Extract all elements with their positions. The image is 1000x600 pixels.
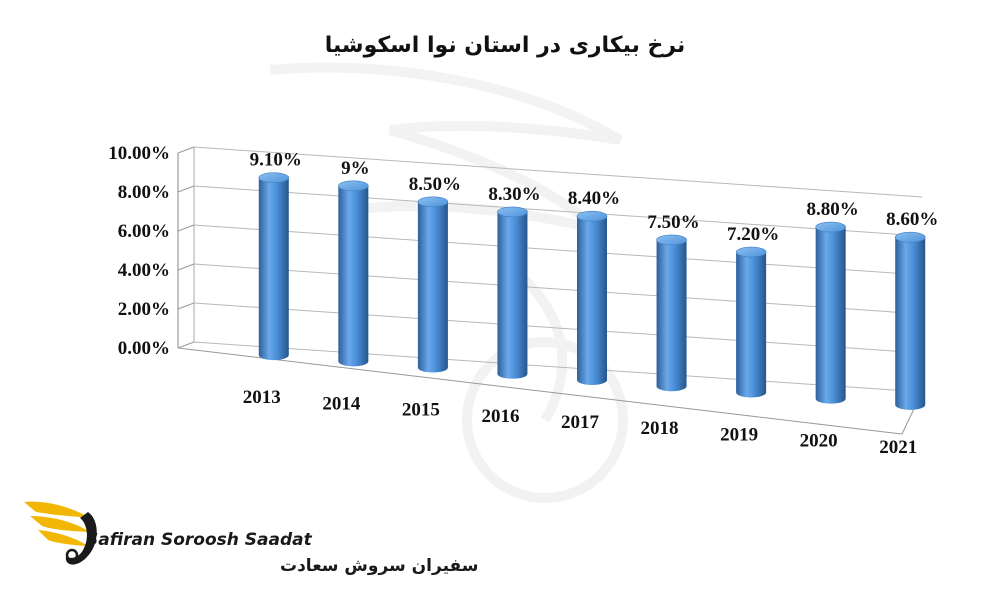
- grid-line-depth: [177, 302, 195, 310]
- grid-line: [193, 224, 923, 276]
- bar-cap: [656, 234, 687, 246]
- y-tick-label: 6.00%: [118, 221, 170, 242]
- bar-cap: [576, 210, 608, 222]
- bar-body: [577, 216, 607, 385]
- grid-line: [193, 302, 923, 354]
- bars: [258, 172, 926, 410]
- y-tick-label: 10.00%: [108, 143, 170, 164]
- grid-line-depth: [177, 146, 195, 154]
- grid-line-depth: [177, 185, 195, 193]
- bar: [258, 172, 290, 361]
- y-tick-label: 2.00%: [118, 299, 170, 320]
- bar-cap: [894, 231, 926, 243]
- grid-line: [193, 146, 923, 198]
- bar-body: [895, 237, 926, 410]
- category-label: 2018: [641, 418, 679, 439]
- bar-body: [338, 185, 369, 367]
- bar-body: [815, 227, 846, 404]
- bar-body: [258, 177, 289, 361]
- data-label: 8.50%: [409, 174, 461, 195]
- grid-line: [193, 263, 923, 315]
- bar-body: [736, 252, 767, 398]
- bar: [815, 221, 846, 404]
- bar-body: [417, 201, 448, 373]
- y-tick-label: 4.00%: [118, 260, 170, 281]
- bar: [338, 180, 369, 367]
- data-label: 9%: [341, 158, 370, 179]
- grid-line-depth: [177, 263, 195, 271]
- y-tick-label: 0.00%: [118, 338, 170, 359]
- category-label: 2017: [561, 412, 600, 433]
- bar-body: [497, 211, 528, 379]
- bar-cap: [338, 180, 369, 192]
- category-labels: 2013 2014 2015 2016 2017 2018 2019 2020 2021: [243, 387, 917, 458]
- data-label: 7.50%: [647, 212, 699, 233]
- bar-body: [656, 239, 687, 392]
- grid-line-depth: [177, 224, 195, 232]
- grid-line: [193, 341, 923, 393]
- bar: [417, 196, 449, 373]
- bar: [894, 231, 926, 410]
- category-label: 2014: [322, 393, 361, 414]
- category-label: 2019: [720, 424, 758, 445]
- data-labels: 9.10% 9% 8.50% 8.30% 8.40% 7.50% 7.20% 8.80% 8.6…: [250, 150, 939, 245]
- data-label: 9.10%: [250, 150, 302, 171]
- category-label: 2016: [481, 406, 519, 427]
- bar: [497, 206, 528, 379]
- y-tick-label: 8.00%: [118, 182, 170, 203]
- data-label: 8.60%: [886, 209, 938, 230]
- data-label: 8.80%: [807, 199, 859, 220]
- logo-name-en: Safiran Soroosh Saadat: [86, 530, 313, 550]
- plot-grid: [177, 146, 923, 435]
- data-label: 8.30%: [488, 184, 540, 205]
- category-label: 2013: [243, 387, 281, 408]
- bar-cap: [258, 172, 290, 183]
- bar: [576, 210, 608, 385]
- bar-cap: [815, 221, 846, 233]
- floor-front-edge: [177, 347, 903, 435]
- bar-cap: [735, 246, 767, 258]
- category-label: 2015: [402, 400, 440, 421]
- category-label: 2020: [800, 431, 838, 452]
- data-label: 8.40%: [568, 188, 620, 209]
- chart-title: نرخ بیکاری در استان نوا اسکوشیا: [325, 33, 686, 58]
- bar: [656, 234, 687, 392]
- grid-line-depth: [177, 341, 195, 349]
- data-label: 7.20%: [727, 224, 779, 245]
- bar: [735, 246, 767, 398]
- bar-cap: [497, 206, 528, 218]
- category-label: 2021: [879, 437, 917, 458]
- logo-name-fa: سفیران سروش سعادت: [280, 556, 478, 576]
- grid-line: [193, 185, 923, 237]
- company-logo: Safiran Soroosh Saadat سفیران سروش سعادت: [24, 501, 478, 576]
- bar-cap: [417, 196, 449, 208]
- y-axis-ticks: 0.00% 2.00% 4.00% 6.00% 8.00% 10.00%: [108, 143, 170, 359]
- wing-icon: [24, 501, 97, 565]
